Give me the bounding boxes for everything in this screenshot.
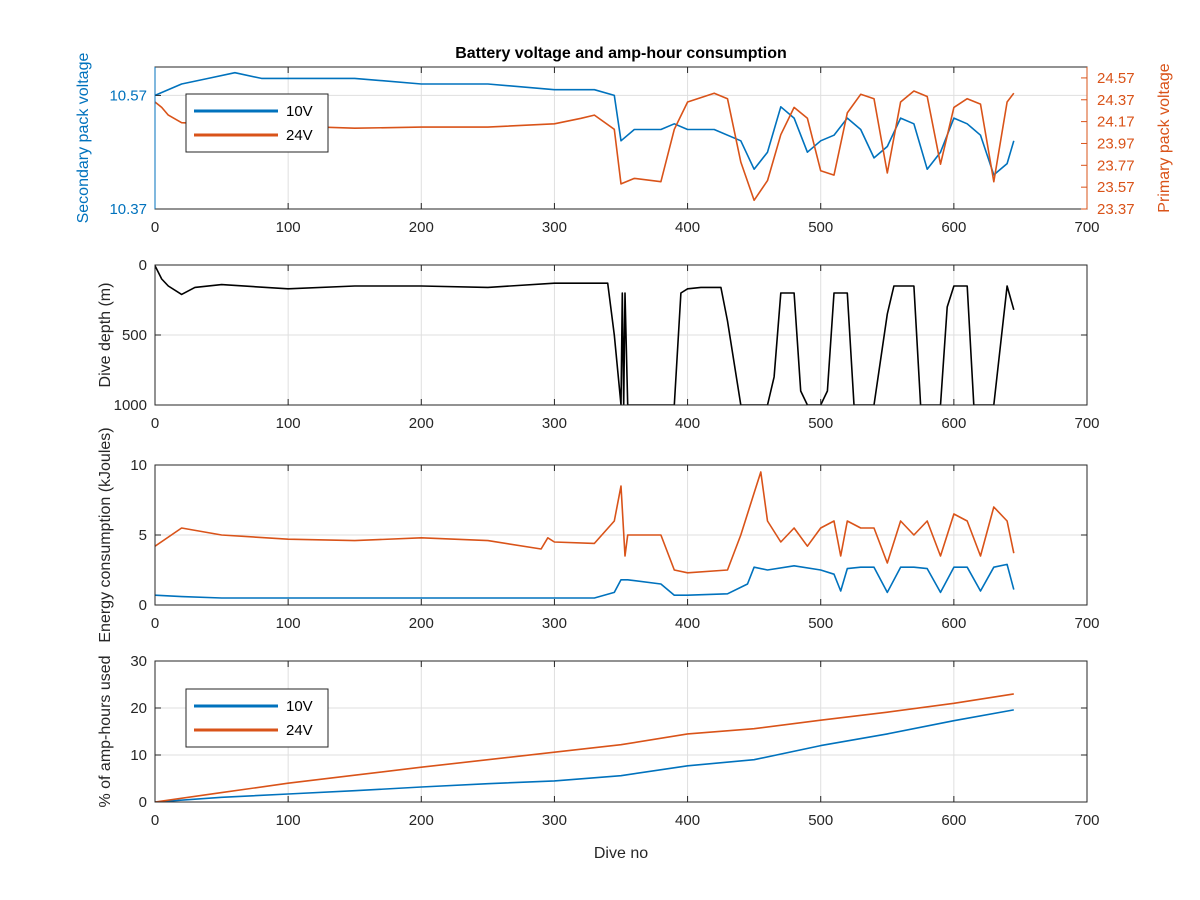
- x-tick-label: 600: [941, 219, 966, 236]
- y-axis-label: Dive depth (m): [97, 283, 114, 388]
- panels: 0 100 200 300 400 500 600 70010.3710.5723.3723.…: [75, 45, 1173, 862]
- x-tick-label: 100: [276, 615, 301, 632]
- x-tick-label: 700: [1074, 415, 1099, 432]
- x-tick-label: 500: [808, 219, 833, 236]
- x-tick-label: 700: [1074, 812, 1099, 829]
- y-axis-label: Secondary pack voltage: [75, 53, 92, 224]
- x-tick-label: 500: [808, 615, 833, 632]
- y-tick-label: 0: [139, 597, 147, 614]
- legend-box: [185, 688, 329, 748]
- legend-box: [185, 93, 329, 153]
- x-tick-label: 200: [409, 415, 434, 432]
- y-tick-label: 10: [130, 457, 147, 474]
- x-tick-label: 400: [675, 615, 700, 632]
- y-tick-label: 30: [130, 653, 147, 670]
- x-tick-label: 600: [941, 812, 966, 829]
- series-line-24v: [155, 693, 1014, 802]
- x-tick-label: 0: [151, 812, 159, 829]
- x-tick-label: 300: [542, 219, 567, 236]
- y-tick-label: 10.57: [109, 87, 147, 104]
- x-tick-label: 0: [151, 219, 159, 236]
- y-tick-label: 0: [139, 257, 147, 274]
- panel-4: 0 100 200 300 400 500 600 700 0 10 20 30 % of amp-ho…: [97, 653, 1100, 862]
- legend-label-10v: 10V: [286, 103, 313, 120]
- y-tick-label: 1000: [114, 397, 147, 414]
- y-tick-label: 20: [130, 700, 147, 717]
- y-right-tick-label: 24.57: [1097, 70, 1135, 87]
- series-line-24v: [155, 471, 1015, 574]
- x-tick-label: 0: [151, 415, 159, 432]
- x-tick-label: 200: [409, 615, 434, 632]
- y-tick-label: 10: [130, 747, 147, 764]
- y-right-tick-label: 23.77: [1097, 157, 1135, 174]
- x-tick-label: 700: [1074, 219, 1099, 236]
- x-tick-label: 100: [276, 415, 301, 432]
- panel-3: 0 100 200 300 400 500 600 700 0 5 10 Energy consump…: [97, 427, 1100, 642]
- y-right-tick-label: 23.57: [1097, 179, 1135, 196]
- y-right-tick-label: 24.37: [1097, 92, 1135, 109]
- chart-title: Battery voltage and amp-hour consumption: [455, 45, 787, 62]
- x-tick-label: 200: [409, 812, 434, 829]
- x-tick-label: 600: [941, 615, 966, 632]
- x-tick-label: 500: [808, 812, 833, 829]
- y-tick-label: 5: [139, 527, 147, 544]
- legend-label-24v: 24V: [286, 127, 313, 144]
- x-tick-label: 100: [276, 812, 301, 829]
- axes-box: [154, 660, 1088, 803]
- x-tick-label: 600: [941, 415, 966, 432]
- y-right-tick-label: 24.17: [1097, 114, 1135, 131]
- panel-1: 0 100 200 300 400 500 600 700 10.37 10.57 23.37 23.…: [75, 45, 1173, 236]
- x-tick-label: 500: [808, 415, 833, 432]
- x-tick-label: 400: [675, 219, 700, 236]
- series-line-depth: [155, 265, 1015, 405]
- y-tick-label: 10.37: [109, 201, 147, 218]
- x-tick-label: 400: [675, 415, 700, 432]
- x-tick-label: 400: [675, 812, 700, 829]
- y-right-axis-label: Primary pack voltage: [1156, 63, 1173, 212]
- y-tick-label: 0: [139, 794, 147, 811]
- series-line-10v: [155, 563, 1015, 599]
- x-tick-label: 200: [409, 219, 434, 236]
- x-tick-label: 100: [276, 219, 301, 236]
- legend-label-10v: 10V: [286, 698, 313, 715]
- legend-label-24v: 24V: [286, 722, 313, 739]
- x-tick-label: 0: [151, 615, 159, 632]
- series-group: [155, 265, 1015, 405]
- y-axis-label: % of amp-hours used: [97, 655, 114, 807]
- x-tick-label: 300: [542, 615, 567, 632]
- series-line-10v: [155, 709, 1014, 802]
- series-group: [155, 471, 1015, 599]
- series-group: [155, 693, 1014, 802]
- y-right-tick-label: 23.37: [1097, 201, 1135, 218]
- y-axis-label: Energy consumption (kJoules): [97, 427, 114, 642]
- x-tick-label: 700: [1074, 615, 1099, 632]
- y-right-tick-label: 23.97: [1097, 135, 1135, 152]
- series-line-10v: [155, 71, 1015, 176]
- x-tick-label: 300: [542, 812, 567, 829]
- x-axis-label: Dive no: [594, 845, 648, 862]
- y-tick-label: 500: [122, 327, 147, 344]
- x-tick-label: 300: [542, 415, 567, 432]
